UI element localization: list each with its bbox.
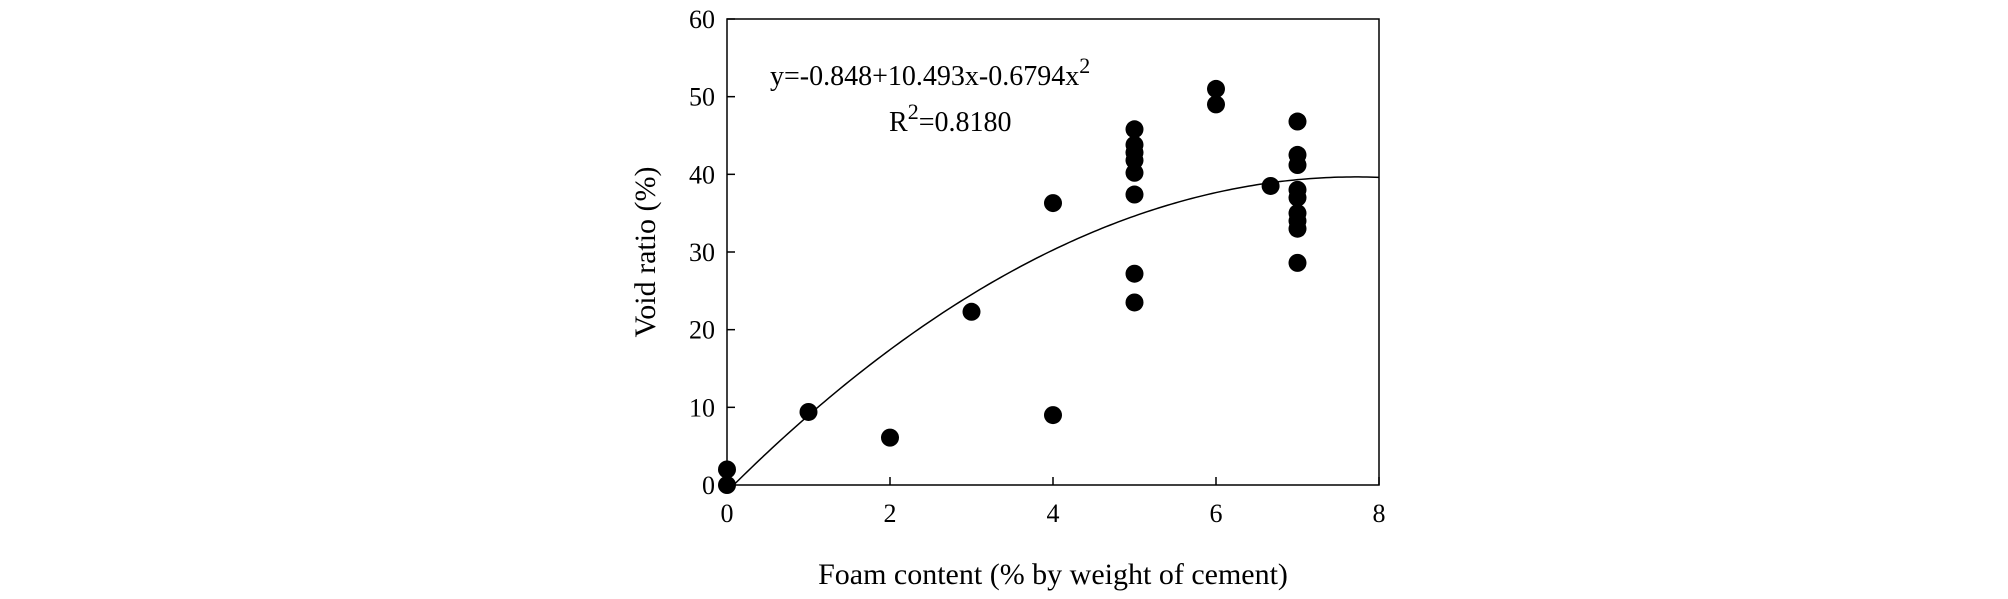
data-points — [718, 79, 1307, 494]
data-point — [1207, 95, 1225, 114]
fit-curve — [727, 176, 1380, 486]
data-point — [1044, 194, 1062, 213]
y-tick-label: 40 — [689, 160, 715, 189]
y-tick-label: 20 — [689, 316, 715, 345]
x-axis-ticks: 0 2 4 6 8 — [721, 477, 1386, 528]
x-tick-label: 8 — [1373, 499, 1386, 528]
r-squared-superscript: 2 — [908, 99, 919, 124]
x-tick-label: 6 — [1210, 499, 1223, 528]
y-tick-label: 60 — [689, 5, 715, 34]
data-point — [1125, 293, 1144, 312]
data-point — [718, 476, 736, 494]
data-point — [1125, 185, 1144, 204]
data-point — [1288, 112, 1307, 131]
data-point — [962, 302, 981, 321]
data-point — [1044, 406, 1062, 425]
data-point — [1207, 79, 1225, 98]
data-point — [881, 428, 899, 447]
x-tick-label: 2 — [884, 499, 897, 528]
data-point — [718, 460, 736, 479]
x-axis-label: Foam content (% by weight of cement) — [818, 558, 1288, 591]
y-tick-label: 10 — [689, 393, 715, 422]
equation-superscript: 2 — [1079, 53, 1090, 78]
data-point — [1288, 204, 1307, 223]
x-tick-label: 0 — [721, 499, 734, 528]
data-point — [1125, 135, 1144, 154]
r-squared-value: =0.8180 — [919, 107, 1012, 138]
r-squared-prefix: R — [889, 107, 908, 138]
equation-annotation: y=-0.848+10.493x-0.6794x2 — [770, 53, 1090, 92]
data-point — [1288, 253, 1307, 272]
x-tick-label: 4 — [1047, 499, 1060, 528]
y-tick-label: 30 — [689, 238, 715, 267]
equation-text: y=-0.848+10.493x-0.6794x — [770, 61, 1079, 92]
data-point — [799, 402, 818, 421]
data-point — [1125, 163, 1144, 182]
r-squared-annotation: R2=0.8180 — [889, 99, 1011, 138]
data-point — [1125, 264, 1144, 283]
data-point — [1288, 180, 1307, 199]
data-point — [1125, 120, 1144, 139]
data-point — [1288, 145, 1307, 164]
y-axis-label: Void ratio (%) — [629, 166, 662, 337]
y-tick-label: 50 — [689, 83, 715, 112]
data-point — [1261, 176, 1280, 195]
y-axis-ticks: 0 10 20 30 40 50 60 — [689, 5, 735, 500]
y-tick-label: 0 — [702, 471, 715, 500]
